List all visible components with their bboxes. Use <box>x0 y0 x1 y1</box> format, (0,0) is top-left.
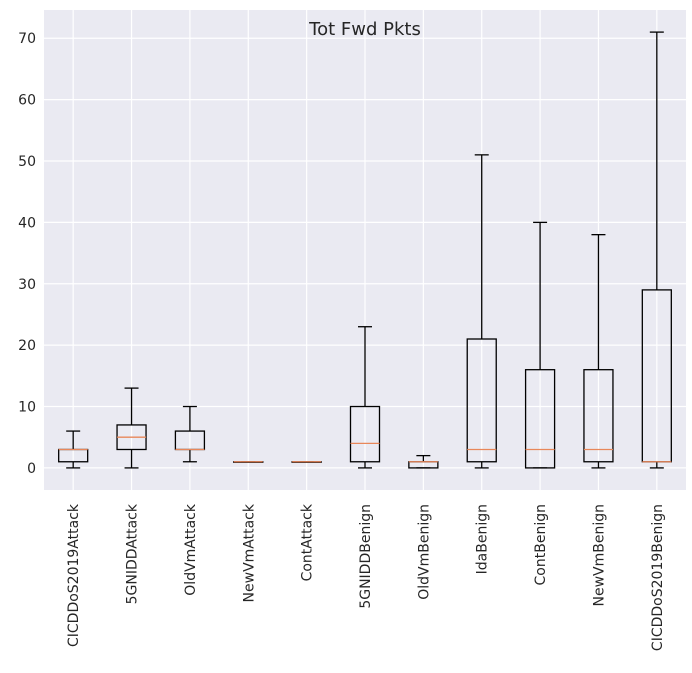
box-NewVmBenign <box>583 234 614 469</box>
x-tick-label: NewVmAttack <box>241 503 257 602</box>
y-tick-label: 50 <box>18 154 36 170</box>
y-axis-ticks: 0 10 20 30 40 50 60 70 <box>18 31 36 477</box>
x-tick-label: IdaBenign <box>475 504 491 574</box>
box-body <box>583 369 614 463</box>
x-axis-ticks: CICDDoS2019Attack 5GNIDDAttack OldVmAttack… <box>66 503 666 651</box>
x-tick-label: 5GNIDDAttack <box>125 503 141 604</box>
x-tick-label: CICDDoS2019Attack <box>66 503 82 647</box>
x-tick-label: OldVmAttack <box>183 503 199 596</box>
box-CICDDoS2019Attack <box>58 430 89 469</box>
box-body <box>349 405 381 463</box>
box-OldVmAttack <box>174 405 206 463</box>
x-tick-label: ContBenign <box>533 504 549 585</box>
box-series <box>58 31 672 469</box>
box-NewVmAttack <box>233 461 264 463</box>
box-ContAttack <box>291 461 322 463</box>
box-5GNIDDAttack <box>116 387 147 469</box>
box-body <box>466 338 497 463</box>
y-tick-label: 60 <box>18 93 36 109</box>
y-tick-label: 0 <box>27 461 36 477</box>
y-tick-label: 30 <box>18 277 36 293</box>
chart-title: Tot Fwd Pkts <box>308 19 421 40</box>
y-tick-label: 40 <box>18 215 36 231</box>
x-tick-label: CICDDoS2019Benign <box>650 504 666 651</box>
box-ContBenign <box>524 221 556 469</box>
y-tick-label: 70 <box>18 31 36 47</box>
box-body <box>524 369 556 469</box>
y-tick-label: 10 <box>18 400 36 416</box>
x-tick-label: 5GNIDDBenign <box>358 504 374 609</box>
box-5GNIDDBenign <box>349 326 381 469</box>
x-tick-label: NewVmBenign <box>591 504 607 607</box>
box-CICDDoS2019Benign <box>641 31 672 469</box>
box-IdaBenign <box>466 154 497 469</box>
box-OldVmBenign <box>408 454 439 469</box>
y-tick-label: 20 <box>18 338 36 354</box>
x-tick-label: ContAttack <box>300 503 316 581</box>
x-tick-label: OldVmBenign <box>416 504 432 600</box>
